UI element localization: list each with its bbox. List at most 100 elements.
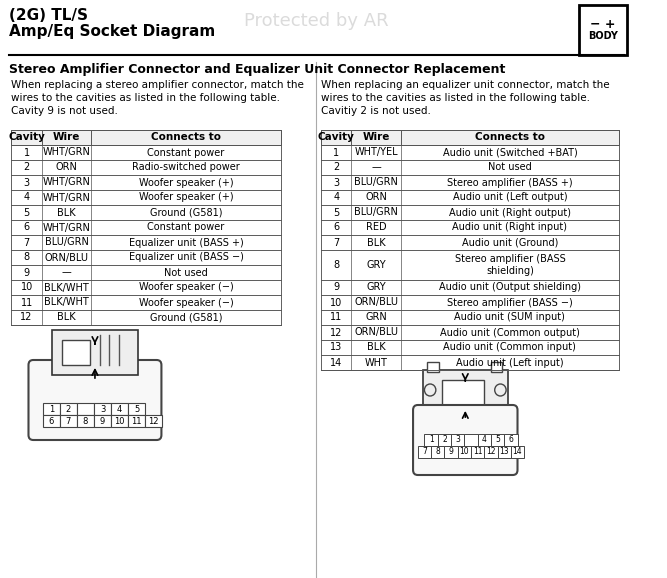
Text: WHT/GRN: WHT/GRN [43,147,91,157]
Bar [498,446,511,458]
Text: 9: 9 [100,417,105,425]
Text: GRY: GRY [366,260,386,270]
Bar [43,403,60,415]
Bar [491,434,504,446]
Text: 6: 6 [23,223,29,232]
Bar [321,250,619,280]
Bar [11,235,281,250]
Bar [321,160,619,175]
Text: Woofer speaker (−): Woofer speaker (−) [139,283,233,292]
Bar [471,446,484,458]
Bar [321,355,619,370]
Text: 8: 8 [436,447,440,457]
Text: Woofer speaker (−): Woofer speaker (−) [139,298,233,307]
Text: Audio unit (Left input): Audio unit (Left input) [456,358,564,368]
Bar [128,415,145,427]
Bar [464,434,478,446]
Text: Not used: Not used [164,268,208,277]
Text: 2: 2 [442,435,447,444]
Text: RED: RED [366,223,386,232]
Text: 11: 11 [473,447,482,457]
Bar [321,190,619,205]
Text: Ground (G581): Ground (G581) [150,208,222,217]
Bar [504,434,518,446]
Text: 1: 1 [429,435,434,444]
Text: 5: 5 [23,208,30,217]
Text: − +: − + [590,17,616,31]
Text: GRN: GRN [365,313,387,323]
Bar [424,434,438,446]
Text: Audio unit (Right input): Audio unit (Right input) [452,223,568,232]
Bar [423,370,508,415]
Text: 10: 10 [115,417,125,425]
Bar [444,446,458,458]
Bar [43,415,60,427]
Text: Audio unit (Switched +BAT): Audio unit (Switched +BAT) [442,147,577,157]
Text: 3: 3 [23,177,29,187]
Text: BLU/GRN: BLU/GRN [354,177,398,187]
Bar [321,205,619,220]
Text: 10: 10 [330,298,342,307]
Text: 4: 4 [23,192,29,202]
Bar [478,434,491,446]
Bar [94,415,111,427]
FancyBboxPatch shape [413,405,518,475]
Text: GRY: GRY [366,283,386,292]
Text: ORN/BLU: ORN/BLU [45,253,89,262]
Text: BLU/GRN: BLU/GRN [45,238,89,247]
Text: BLK: BLK [367,343,386,353]
Text: 12: 12 [330,328,342,338]
Bar [321,280,619,295]
Bar [94,403,111,415]
Bar [458,446,471,458]
Text: ORN: ORN [55,162,77,172]
Bar [128,403,145,415]
Text: 6: 6 [333,223,340,232]
Text: 5: 5 [495,435,500,444]
Text: When replacing a stereo amplifier connector, match the
wires to the cavities as : When replacing a stereo amplifier connec… [11,80,304,116]
Text: 6: 6 [49,417,54,425]
Bar [11,205,281,220]
Text: Stereo Amplifier Connector and Equalizer Unit Connector Replacement: Stereo Amplifier Connector and Equalizer… [9,63,506,76]
Text: 8: 8 [23,253,29,262]
Text: 1: 1 [333,147,340,157]
Text: Constant power: Constant power [147,147,225,157]
Bar [321,295,619,310]
Text: 2: 2 [333,162,340,172]
Bar [11,220,281,235]
Text: Connects to: Connects to [151,132,221,143]
Text: Audio unit (Left output): Audio unit (Left output) [453,192,567,202]
Text: 11: 11 [330,313,342,323]
FancyBboxPatch shape [29,360,161,440]
Text: 7: 7 [333,238,340,247]
Text: BODY: BODY [588,31,618,41]
Text: 2: 2 [23,162,30,172]
Text: 7: 7 [422,447,427,457]
Bar [11,295,281,310]
Bar [451,434,464,446]
Bar [321,175,619,190]
Text: Stereo amplifier (BASS −): Stereo amplifier (BASS −) [447,298,573,307]
Text: 5: 5 [333,208,340,217]
Bar [438,434,451,446]
Text: 13: 13 [330,343,342,353]
Text: Cavity: Cavity [317,132,355,143]
Bar [431,446,444,458]
Text: 8: 8 [333,260,340,270]
Text: Woofer speaker (+): Woofer speaker (+) [139,192,233,202]
Bar [321,130,619,145]
Text: WHT: WHT [365,358,388,368]
Text: WHT/GRN: WHT/GRN [43,177,91,187]
Bar [321,235,619,250]
Text: BLK: BLK [367,238,386,247]
Text: Equalizer unit (BASS −): Equalizer unit (BASS −) [129,253,243,262]
Text: 12: 12 [149,417,159,425]
Bar [579,5,627,55]
Text: 12: 12 [21,313,33,323]
Text: Ground (G581): Ground (G581) [150,313,222,323]
Bar [321,220,619,235]
Bar [321,145,619,160]
Circle shape [424,384,436,396]
Bar [321,340,619,355]
Bar [11,250,281,265]
